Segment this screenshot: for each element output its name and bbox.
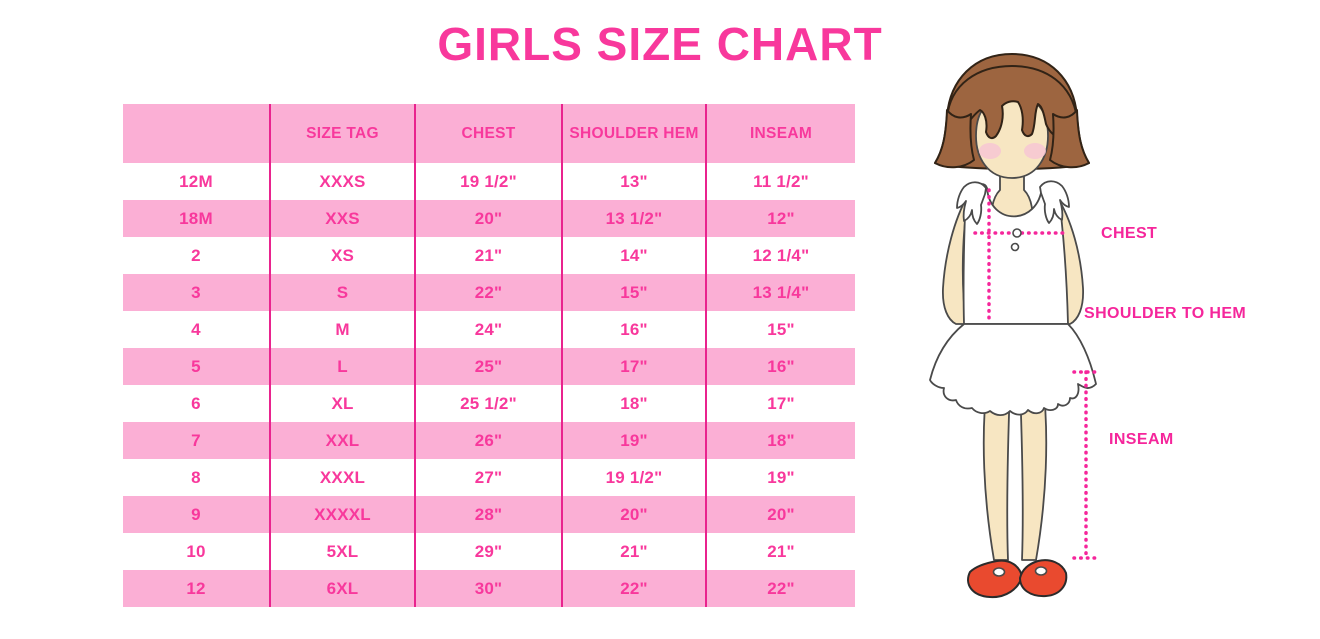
measurement-cell: 6XL: [271, 570, 416, 607]
measurement-cell: 13 1/4": [707, 274, 855, 311]
column-header-chest: CHEST: [416, 104, 563, 163]
measurement-cell: XXS: [271, 200, 416, 237]
measurement-cell: 25 1/2": [416, 385, 563, 422]
measurement-cell: 22": [707, 570, 855, 607]
measurement-cell: 17": [563, 348, 707, 385]
right-shoe: [1019, 559, 1068, 598]
skirt: [929, 323, 1097, 417]
right-blush: [1024, 143, 1046, 159]
measurement-cell: 27": [416, 459, 563, 496]
right-leg: [1019, 374, 1048, 561]
measurement-cell: XXXS: [271, 163, 416, 200]
left-shoe-strap-gap: [992, 567, 1006, 577]
measurement-cell: 28": [416, 496, 563, 533]
column-header-size-tag: SIZE TAG: [271, 104, 416, 163]
size-cell: 12: [123, 570, 271, 607]
chest-measurement-label: CHEST: [1101, 225, 1158, 242]
measurement-cell: 16": [707, 348, 855, 385]
left-shoulder-ruffle: [956, 181, 987, 225]
measurement-cell: 24": [416, 311, 563, 348]
measurement-cell: 12 1/4": [707, 237, 855, 274]
column-header-shoulder-hem: SHOULDER HEM: [563, 104, 707, 163]
left-blush: [979, 143, 1001, 159]
left-shoe: [967, 559, 1023, 599]
measurement-cell: 19 1/2": [563, 459, 707, 496]
left-leg: [982, 374, 1011, 561]
measurement-cell: 19": [707, 459, 855, 496]
column-header-size: [123, 104, 271, 163]
measurement-cell: 20": [416, 200, 563, 237]
measurement-cell: 22": [416, 274, 563, 311]
measurement-cell: 22": [563, 570, 707, 607]
size-cell: 8: [123, 459, 271, 496]
measurement-cell: 5XL: [271, 533, 416, 570]
size-cell: 12M: [123, 163, 271, 200]
measurement-cell: 20": [563, 496, 707, 533]
measurement-cell: XL: [271, 385, 416, 422]
size-cell: 4: [123, 311, 271, 348]
measurement-cell: S: [271, 274, 416, 311]
measurement-cell: 21": [707, 533, 855, 570]
measurement-cell: 19 1/2": [416, 163, 563, 200]
top-button: [1012, 228, 1022, 238]
bottom-button: [1010, 242, 1020, 252]
measurement-cell: 19": [563, 422, 707, 459]
shoulder-to-hem-measurement-label: SHOULDER TO HEM: [1084, 305, 1247, 322]
size-cell: 5: [123, 348, 271, 385]
measurement-cell: XXXL: [271, 459, 416, 496]
measurement-cell: 11 1/2": [707, 163, 855, 200]
size-cell: 9: [123, 496, 271, 533]
right-shoe-strap-gap: [1034, 566, 1048, 576]
measurement-cell: XXL: [271, 422, 416, 459]
right-side-hair: [1049, 109, 1090, 169]
measurement-cell: 21": [563, 533, 707, 570]
measurement-cell: 13": [563, 163, 707, 200]
girl-measurement-illustration: [929, 53, 1100, 599]
size-cell: 2: [123, 237, 271, 274]
measurement-cell: 29": [416, 533, 563, 570]
measurement-cell: 18": [707, 422, 855, 459]
size-table: SIZE TAG CHEST SHOULDER HEM INSEAM 12M XXXS 19…: [123, 104, 855, 607]
measurement-cell: 17": [707, 385, 855, 422]
measurement-cell: 15": [563, 274, 707, 311]
inseam-measurement-label: INSEAM: [1109, 431, 1174, 448]
column-header-inseam: INSEAM: [707, 104, 855, 163]
measurement-cell: 30": [416, 570, 563, 607]
size-cell: 7: [123, 422, 271, 459]
measurement-cell: 16": [563, 311, 707, 348]
left-side-hair: [934, 109, 975, 169]
measurement-cell: XXXXL: [271, 496, 416, 533]
measurement-cell: XS: [271, 237, 416, 274]
size-cell: 6: [123, 385, 271, 422]
page-title: GIRLS SIZE CHART: [437, 18, 883, 70]
measurement-cell: 14": [563, 237, 707, 274]
right-shoulder-ruffle: [1039, 180, 1070, 224]
measurement-cell: 12": [707, 200, 855, 237]
measurement-cell: M: [271, 311, 416, 348]
measurement-cell: L: [271, 348, 416, 385]
measurement-cell: 18": [563, 385, 707, 422]
measurement-cell: 21": [416, 237, 563, 274]
measurement-cell: 13 1/2": [563, 200, 707, 237]
measurement-cell: 26": [416, 422, 563, 459]
measurement-cell: 25": [416, 348, 563, 385]
size-cell: 3: [123, 274, 271, 311]
size-cell: 10: [123, 533, 271, 570]
measurement-cell: 20": [707, 496, 855, 533]
measurement-cell: 15": [707, 311, 855, 348]
size-cell: 18M: [123, 200, 271, 237]
